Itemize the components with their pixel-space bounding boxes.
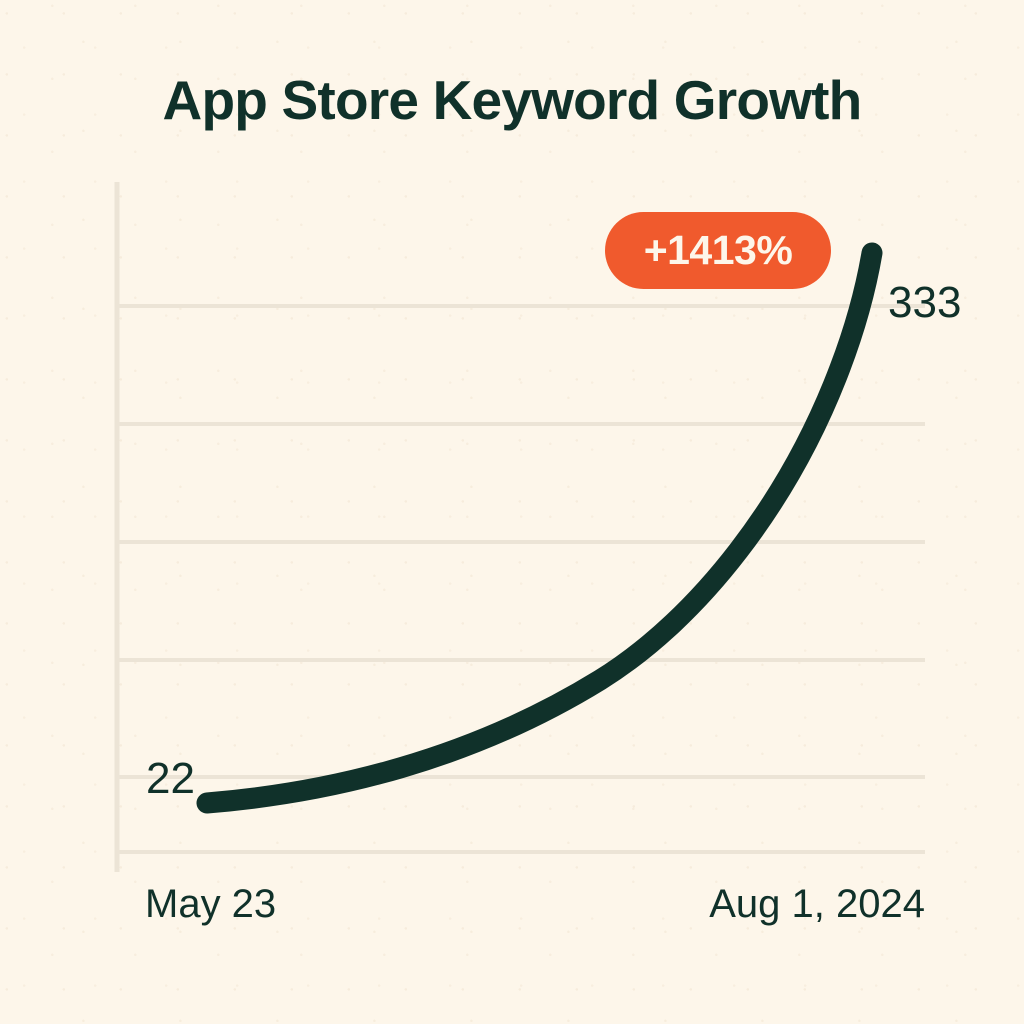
growth-badge: +1413% — [605, 212, 831, 289]
growth-curve — [196, 242, 883, 814]
growth-badge-label: +1413% — [643, 227, 793, 273]
start-value-label: 22 — [146, 754, 195, 803]
gridlines — [117, 304, 925, 854]
end-value-label: 333 — [888, 278, 962, 327]
x-axis-end-label: Aug 1, 2024 — [709, 882, 925, 926]
x-axis-start-label: May 23 — [145, 882, 277, 926]
page-title: App Store Keyword Growth — [162, 69, 863, 131]
